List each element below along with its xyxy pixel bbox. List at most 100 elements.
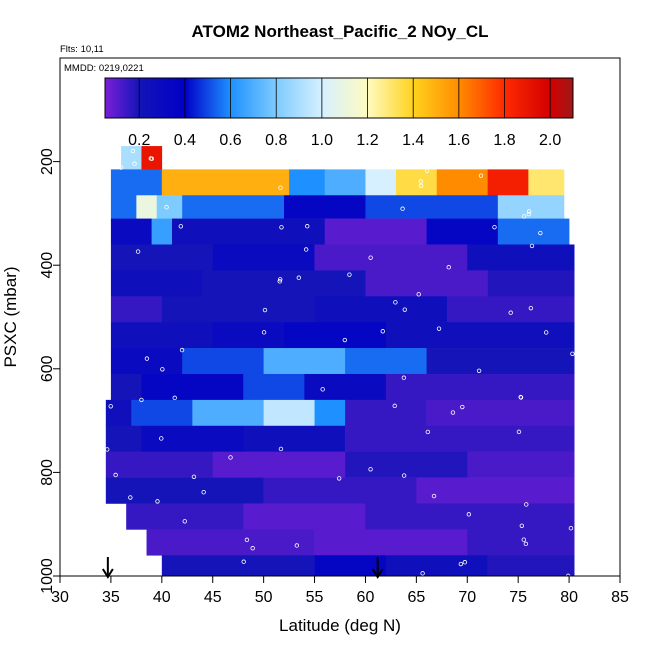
sample-point [401,375,407,380]
heatmap-cell-2-4 [284,195,366,219]
sample-point [418,183,424,189]
heatmap-cell-13-2 [416,477,575,504]
sample-point [160,367,165,372]
sample-point [424,168,430,173]
heatmap-cell-1-4 [365,169,397,196]
x-tick-label: 30 [51,589,69,606]
sample-point [172,395,177,401]
sample-point [336,476,342,481]
heatmap-cell-10-5 [345,399,427,427]
heatmap-cell-11-2 [243,425,346,452]
heatmap-cell-16-3 [487,555,575,577]
heatmap-cell-16-1 [314,555,387,577]
sample-point [347,272,352,277]
heatmap-cell-13-0 [105,477,264,504]
heatmap-cell-2-0 [110,195,137,219]
heatmap-cell-13-1 [263,477,417,504]
colorbar-tick-label: 0.6 [219,132,241,149]
heatmap-cell-1-1 [161,169,290,196]
colorbar-tick-label: 0.8 [265,132,287,149]
sample-point [228,455,233,460]
sample-point [113,472,118,478]
sample-point [508,310,513,315]
heatmap-cell-9-3 [304,373,387,401]
y-tick-label: 400 [39,252,56,279]
heatmap-cell-1-6 [436,169,488,196]
sample-point [529,243,535,249]
sample-point [420,571,425,576]
sample-point [105,447,110,452]
sample-point [401,473,407,478]
sample-point [492,224,497,230]
heatmap-cell-4-0 [110,244,214,271]
heatmap-cell-12-3 [467,451,575,478]
heatmap-cell-8-3 [345,348,427,375]
sample-point [279,225,284,230]
heatmap-cell-3-0 [110,218,152,245]
sample-point [400,206,405,211]
heatmap-cell-6-1 [161,296,315,323]
sample-point [144,356,150,361]
sample-point [538,230,543,236]
x-tick-label: 65 [407,589,425,606]
y-tick-label: 1000 [39,558,56,594]
sample-point [462,560,468,565]
heatmap-bands [105,146,575,577]
sample-point [518,395,524,400]
heatmap-cell-9-2 [243,373,305,401]
heatmap-cell-10-3 [263,399,315,427]
colorbar-tick-label: 1.2 [356,132,378,149]
sample-point [135,249,141,254]
heatmap-cell-4-1 [212,244,315,271]
x-tick-label: 45 [204,589,222,606]
heatmap-cell-4-2 [314,244,468,271]
heatmap-cell-2-6 [497,195,565,219]
sample-point [241,559,246,564]
heatmap-cell-6-3 [446,296,575,323]
heatmap-cell-2-1 [136,195,158,219]
heatmap-cell-10-6 [426,399,575,427]
heatmap-cell-3-1 [151,218,173,245]
heatmap-cell-1-3 [324,169,366,196]
sample-point [519,523,525,528]
sample-point [543,330,549,335]
heatmap-cell-6-0 [110,296,163,323]
heatmap-cell-0-1 [141,146,163,170]
heatmap-cell-11-3 [345,425,575,452]
heatmap-cell-5-2 [365,270,488,297]
sample-point [368,467,373,472]
heatmap-cell-7-2 [284,322,387,349]
heatmap-cell-8-1 [182,348,264,375]
sample-point [425,429,431,435]
heatmap-cell-5-0 [110,270,203,297]
sample-point [446,265,451,270]
sample-point [418,179,423,184]
heatmap-cell-7-0 [110,322,214,349]
x-tick-label: 55 [306,589,324,606]
sample-point [178,224,184,229]
sample-point [458,561,464,567]
heatmap-cell-7-3 [385,322,575,349]
sample-point [278,185,283,190]
heatmap-cell-9-0 [110,373,142,401]
heatmap-cell-2-2 [156,195,183,219]
heatmap-cell-14-0 [126,503,244,530]
sample-point [149,156,155,161]
sample-point [159,436,164,441]
sample-point [568,525,574,531]
x-axis-label: Latitude (deg N) [279,616,401,635]
sample-point [139,397,144,403]
colorbar-tick-label: 0.2 [128,132,150,149]
heatmap-cell-11-1 [141,425,244,452]
heatmap-cell-14-2 [365,503,575,530]
heatmap-cell-5-3 [487,270,575,297]
sample-point [278,277,283,282]
sample-point [466,512,472,517]
heatmap-cell-7-1 [212,322,285,349]
heatmap-cell-1-8 [528,169,565,196]
sample-point [320,387,325,392]
sample-point [262,307,268,313]
heatmap-cell-10-0 [105,399,132,427]
x-axis: 30 35 40 45 50 55 60 65 70 75 80 85 [51,576,629,606]
sample-point [516,429,522,435]
